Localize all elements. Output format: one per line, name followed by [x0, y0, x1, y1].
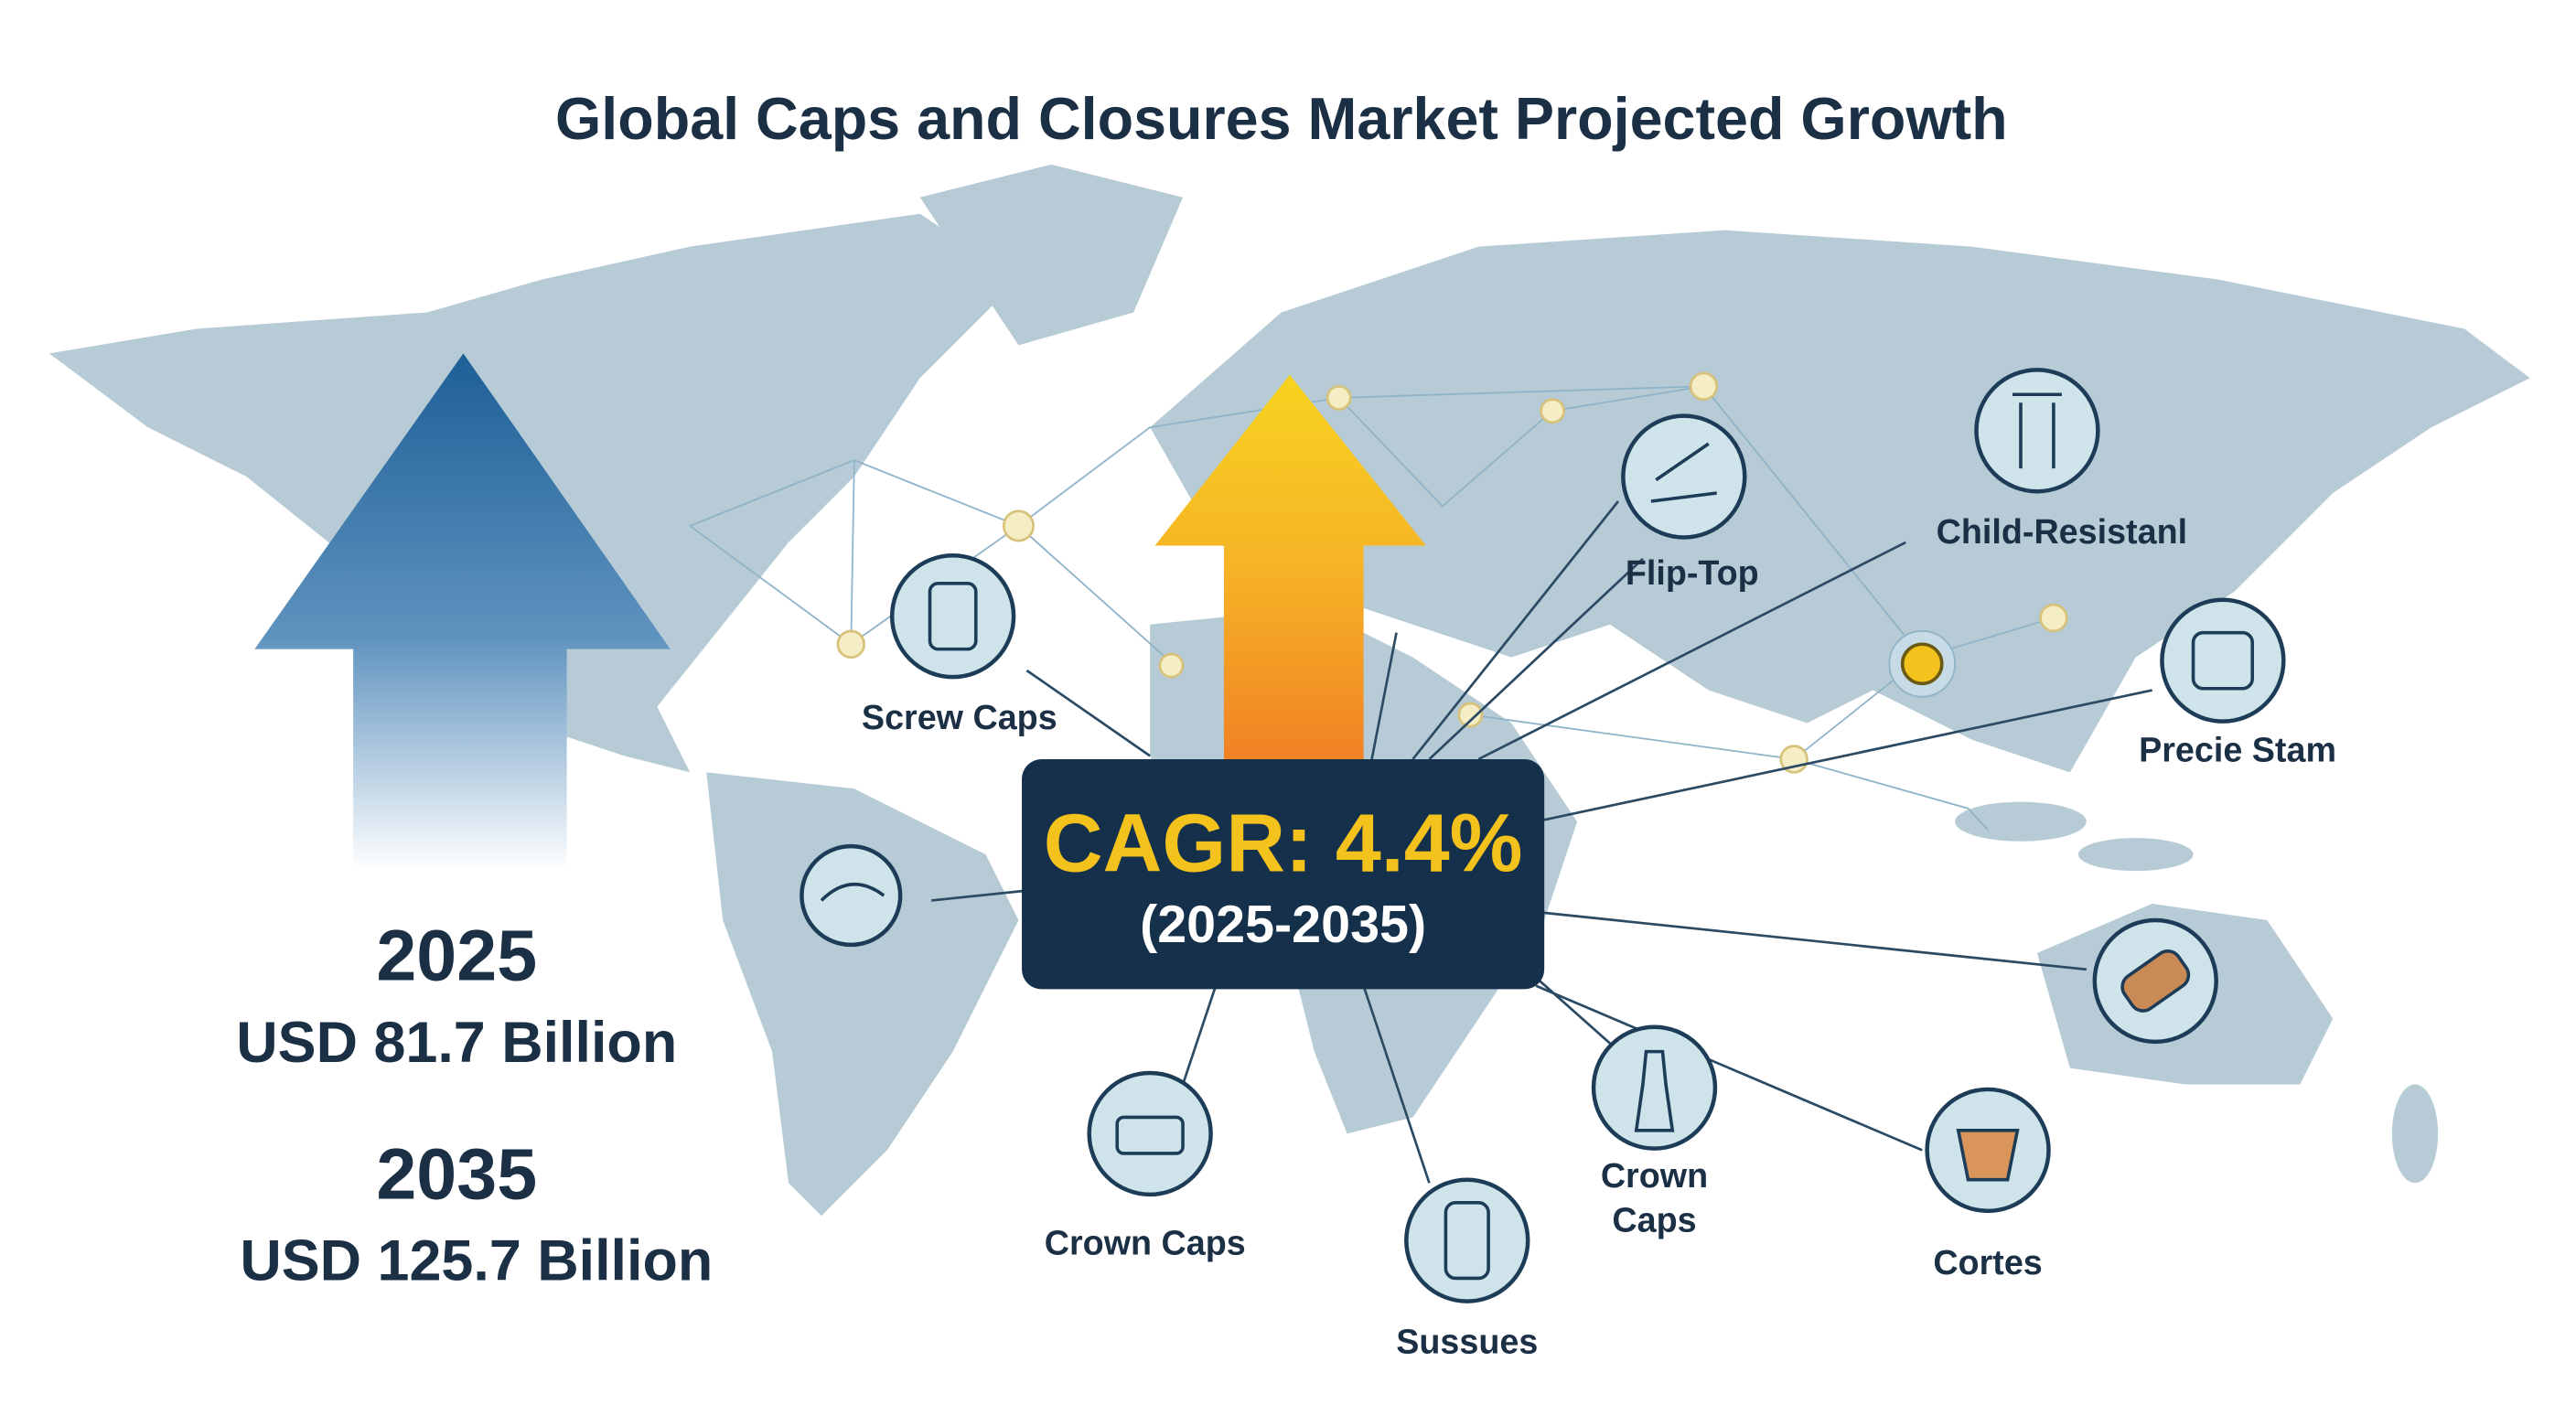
icon-circle [1974, 368, 2100, 494]
title: Global Caps and Closures Market Projecte… [555, 85, 2008, 152]
segment-label: Child-Resistanl [1937, 512, 2187, 551]
icon-circle [1591, 1024, 1718, 1151]
icon-glyph [1956, 1129, 2020, 1182]
icon-glyph [1650, 442, 1717, 503]
icon-circle [889, 553, 1016, 680]
node [1540, 398, 1566, 424]
segment-icons [800, 368, 2286, 1303]
node [1158, 652, 1185, 679]
segment-label: Precie Stam [2139, 731, 2336, 769]
greenland [919, 164, 1184, 346]
icon-circle [800, 843, 903, 948]
south-america [706, 772, 1019, 1217]
segment-label: Sussues [1396, 1322, 1538, 1360]
islands [1955, 801, 2087, 842]
year: 2035 [376, 1133, 537, 1215]
icon-glyph [2191, 630, 2254, 691]
icon-circle [2160, 597, 2286, 724]
segment-label: Flip-Top [1626, 553, 1759, 592]
cagr-period: (2025-2035) [1140, 896, 1426, 954]
node [1457, 702, 1484, 728]
connectors [931, 500, 2152, 1184]
market-value: USD 125.7 Billion [240, 1229, 713, 1293]
node [1002, 509, 1035, 542]
icon-circle [1087, 1070, 1213, 1197]
cagr-label: CAGR: 4.4% [1044, 798, 1523, 889]
icon-glyph [928, 582, 978, 651]
cagr-box [1022, 758, 1545, 990]
new-zealand [2391, 1084, 2439, 1184]
segment-label: Crown Caps [1045, 1224, 1246, 1262]
blue-growth-arrow [254, 353, 671, 872]
node [1326, 384, 1352, 411]
node [1689, 371, 1719, 401]
icon-glyph [1115, 1115, 1185, 1155]
segment-label: Cortes [1933, 1243, 2042, 1282]
market-value: USD 81.7 Billion [236, 1011, 677, 1075]
icon-glyph [2012, 392, 2062, 469]
icon-glyph [1444, 1201, 1490, 1281]
connector-lines [931, 500, 2152, 1184]
icon-circle [1621, 413, 1747, 540]
icon-glyph [1634, 1049, 1675, 1132]
segment-label: Screw Caps [862, 698, 1057, 736]
segment-label: Crown [1601, 1156, 1708, 1195]
islands [2077, 838, 2194, 872]
icon-circle [1404, 1177, 1530, 1303]
year: 2025 [376, 915, 537, 996]
node [2039, 603, 2068, 633]
node [836, 629, 865, 659]
eurasia [1150, 230, 2530, 773]
icon-glyph [2120, 949, 2191, 1013]
yellow-growth-arrow [1154, 374, 1426, 773]
icon-glyph [820, 883, 886, 902]
segment-label: Caps [1612, 1200, 1696, 1239]
hub [1900, 642, 1944, 686]
